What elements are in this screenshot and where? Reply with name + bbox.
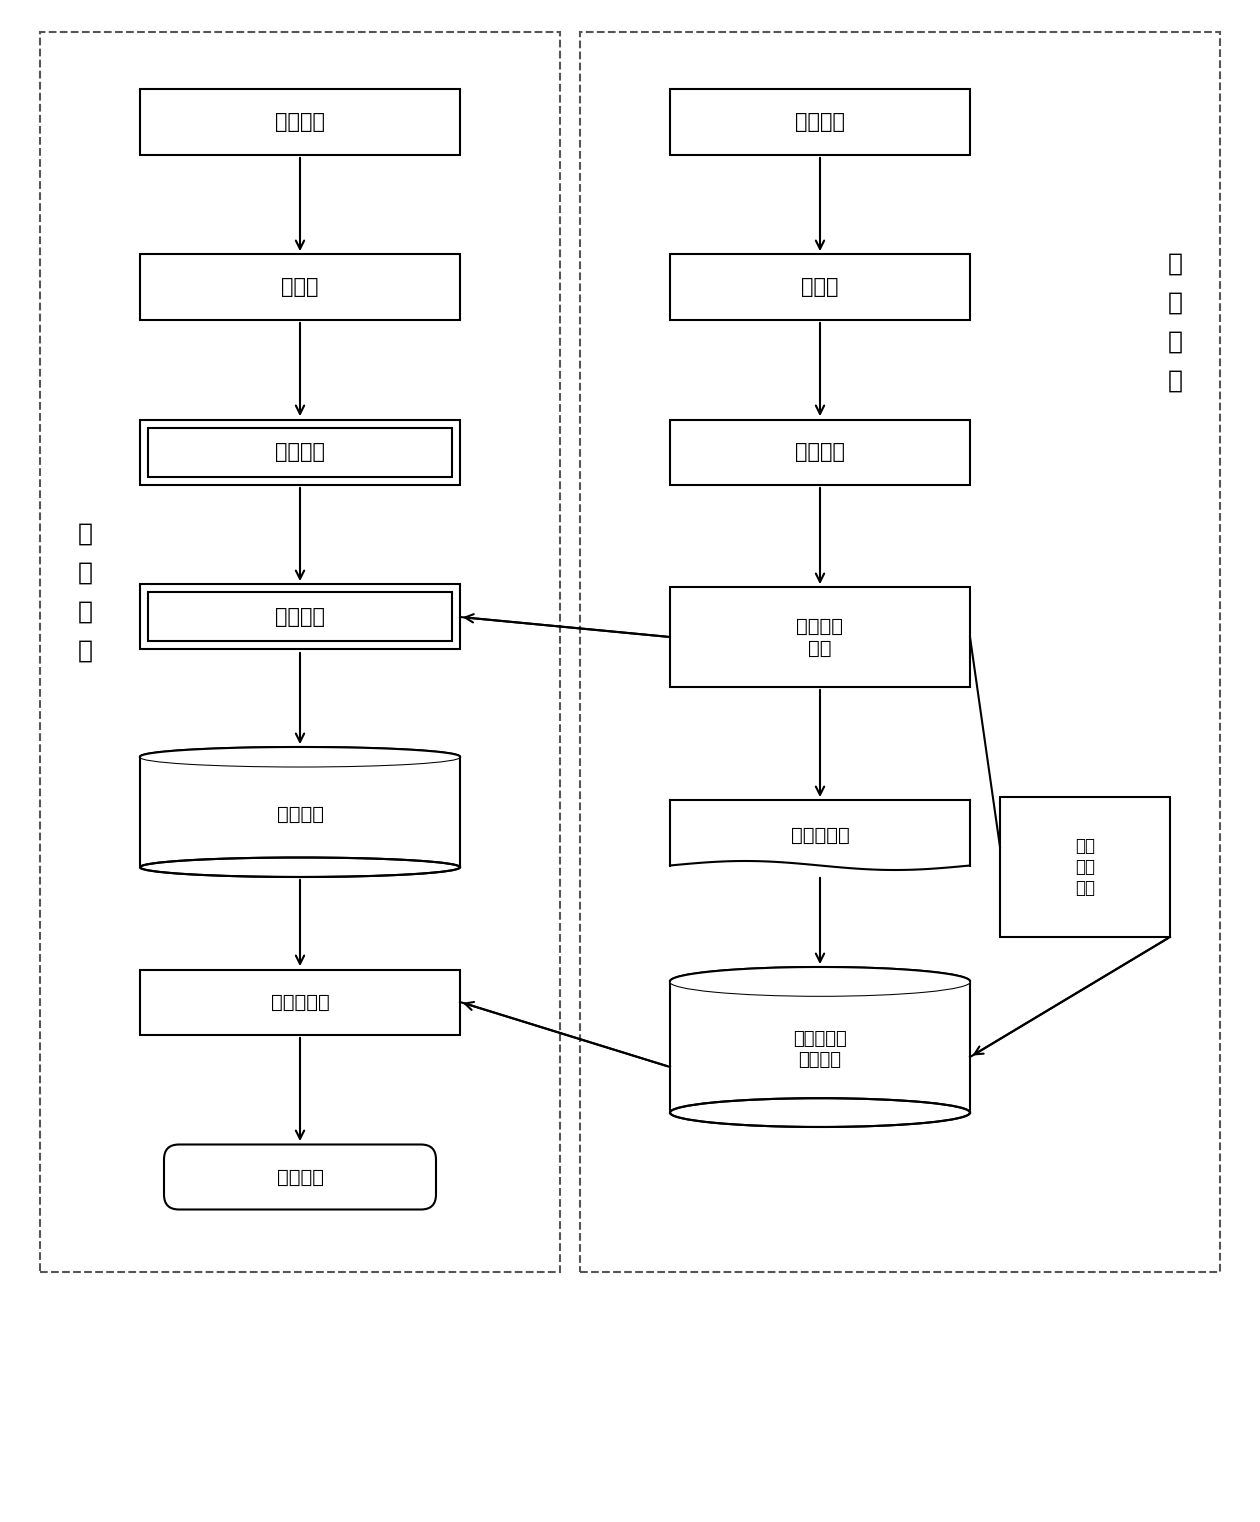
Text: 图像采集: 图像采集 xyxy=(795,113,845,132)
Text: 相似程度量: 相似程度量 xyxy=(271,992,329,1012)
Bar xyxy=(147,592,452,641)
Bar xyxy=(140,90,460,155)
Bar xyxy=(670,982,970,1113)
Bar xyxy=(40,32,559,1272)
Bar xyxy=(147,428,452,476)
Text: 特征提取: 特征提取 xyxy=(275,441,325,463)
Text: 识
别
过
程: 识 别 过 程 xyxy=(78,521,92,662)
FancyBboxPatch shape xyxy=(164,1145,436,1210)
Text: 特征提取: 特征提取 xyxy=(795,441,845,463)
Text: 特征模板: 特征模板 xyxy=(276,805,324,823)
Polygon shape xyxy=(670,799,970,866)
Text: 增强特征集: 增强特征集 xyxy=(790,826,849,845)
Ellipse shape xyxy=(140,747,460,767)
Bar xyxy=(1000,798,1171,938)
Bar xyxy=(670,90,970,155)
Bar xyxy=(140,584,460,650)
Bar xyxy=(140,254,460,320)
Text: 训练投影
矩阵: 训练投影 矩阵 xyxy=(796,616,843,658)
Ellipse shape xyxy=(670,1099,970,1126)
Bar xyxy=(670,420,970,484)
Ellipse shape xyxy=(140,747,460,767)
Text: 特征变换: 特征变换 xyxy=(275,607,325,627)
Bar xyxy=(670,587,970,686)
Ellipse shape xyxy=(140,857,460,877)
Text: 注
册
过
程: 注 册 过 程 xyxy=(1168,251,1182,393)
Ellipse shape xyxy=(670,966,970,995)
Bar xyxy=(140,420,460,484)
Text: 图像采集: 图像采集 xyxy=(275,113,325,132)
Text: 平一化: 平一化 xyxy=(281,277,319,297)
Bar xyxy=(580,32,1220,1272)
Text: 匹配结果: 匹配结果 xyxy=(276,1167,324,1187)
Text: 平一化: 平一化 xyxy=(801,277,839,297)
Bar xyxy=(140,756,460,868)
Text: 模板数据库
区域权重: 模板数据库 区域权重 xyxy=(793,1030,847,1070)
Bar xyxy=(140,970,460,1035)
Text: 计算
区域
权重: 计算 区域 权重 xyxy=(1075,837,1095,896)
Ellipse shape xyxy=(670,966,970,995)
Bar xyxy=(670,254,970,320)
